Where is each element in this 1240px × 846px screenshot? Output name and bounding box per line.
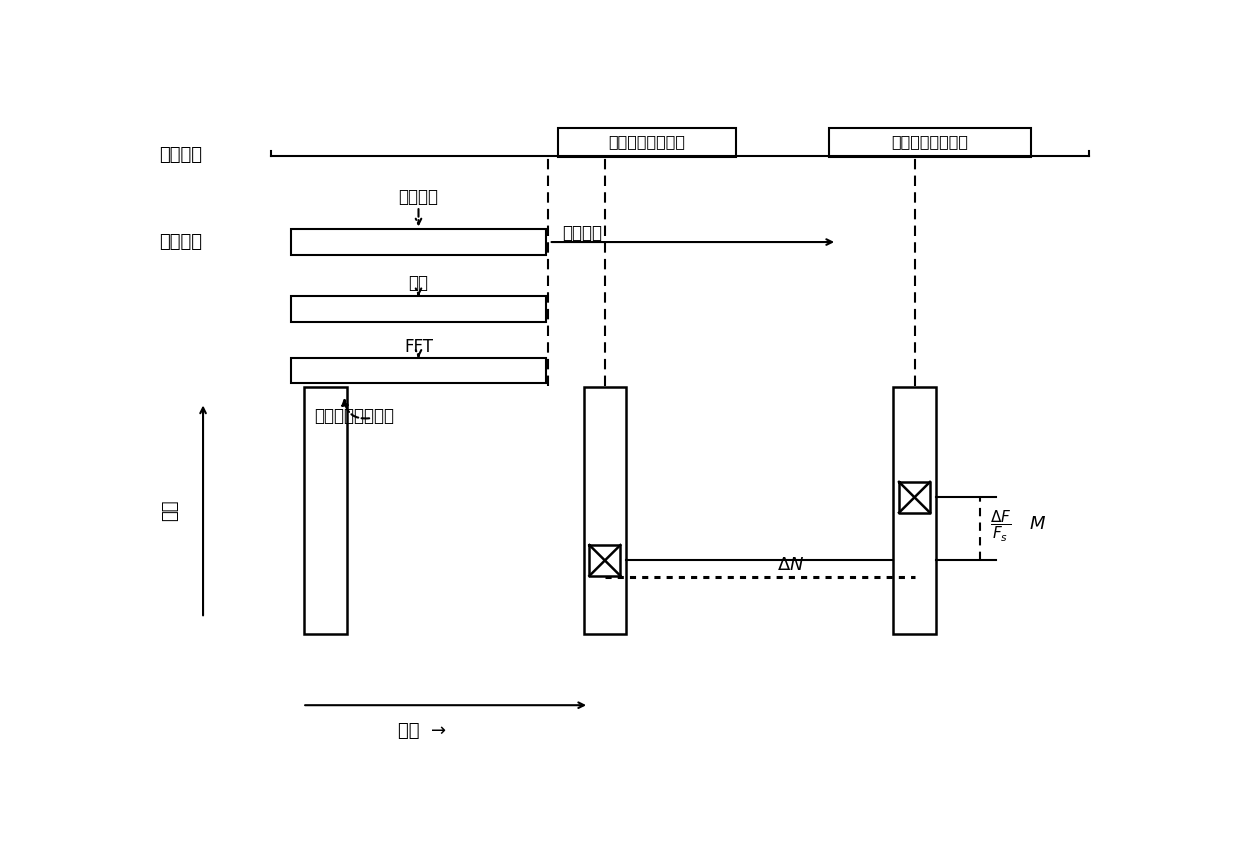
Bar xyxy=(290,358,547,383)
Text: 帧同步信号第一段: 帧同步信号第一段 xyxy=(609,134,686,149)
Bar xyxy=(830,128,1030,157)
Text: 频率: 频率 xyxy=(161,500,180,521)
Text: $\dfrac{\Delta F}{F_s}$: $\dfrac{\Delta F}{F_s}$ xyxy=(991,508,1012,543)
Bar xyxy=(893,387,936,634)
Bar xyxy=(584,387,626,634)
Text: 对应相乘: 对应相乘 xyxy=(398,188,439,206)
Text: 时间  →: 时间 → xyxy=(398,722,446,740)
Text: 接收信号: 接收信号 xyxy=(159,146,202,163)
Bar xyxy=(304,387,347,634)
Text: FFT: FFT xyxy=(404,338,433,356)
Text: 得到: 得到 xyxy=(408,274,429,292)
Text: 本地序列: 本地序列 xyxy=(159,233,202,251)
Text: 取模的平方后排列: 取模的平方后排列 xyxy=(314,407,394,425)
Bar xyxy=(558,128,737,157)
Bar xyxy=(290,229,547,255)
Text: $M$: $M$ xyxy=(1029,515,1047,533)
Text: $\Delta N$: $\Delta N$ xyxy=(777,556,805,574)
Text: 帧同步信号第二段: 帧同步信号第二段 xyxy=(892,134,968,149)
FancyArrowPatch shape xyxy=(342,400,370,419)
Bar xyxy=(290,296,547,321)
Text: 向右滑动: 向右滑动 xyxy=(562,224,601,242)
